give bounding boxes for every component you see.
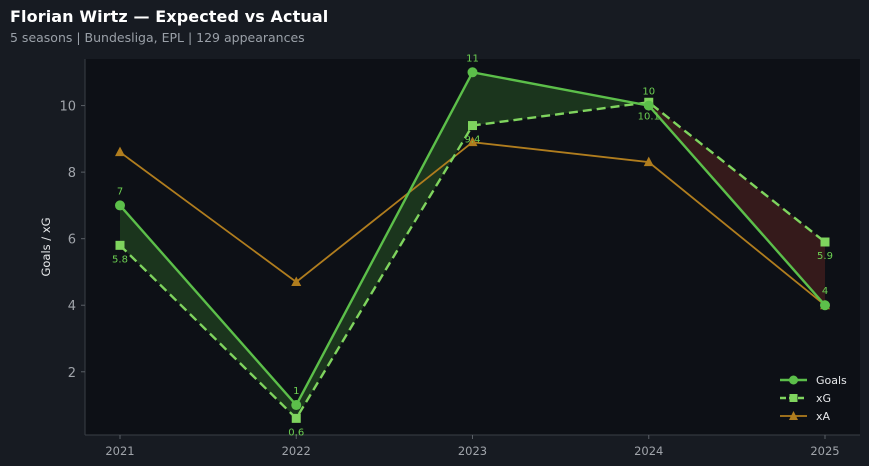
x-tick-label: 2025 xyxy=(810,444,839,458)
xa-marker xyxy=(643,156,654,167)
xg-data-label: 5.9 xyxy=(817,251,833,262)
xg-data-label: 10.1 xyxy=(638,111,660,122)
chart-subtitle: 5 seasons | Bundesliga, EPL | 129 appear… xyxy=(10,30,305,45)
goals-data-label: 1 xyxy=(293,386,299,397)
y-tick-label: 6 xyxy=(68,233,76,248)
legend-marker-xa xyxy=(789,411,798,420)
xg-data-label: 0.6 xyxy=(288,427,304,438)
legend: Goals xG xA xyxy=(780,374,847,423)
xa-marker xyxy=(467,136,478,147)
xg-marker xyxy=(468,121,477,131)
y-axis-label: Goals / xG xyxy=(39,217,53,276)
x-tick-label: 2022 xyxy=(282,444,311,458)
xa-marker xyxy=(291,276,302,286)
xa-marker xyxy=(115,146,125,157)
overperformance-area xyxy=(120,205,297,419)
legend-marker-goals xyxy=(789,375,798,385)
x-tick-label: 2023 xyxy=(458,444,487,458)
xg-data-label: 9.4 xyxy=(465,135,481,146)
goals-data-label: 11 xyxy=(466,53,479,64)
xg-marker xyxy=(820,237,830,247)
y-tick-label: 8 xyxy=(68,166,76,181)
x-tick-label: 2024 xyxy=(634,444,663,458)
overperformance-area xyxy=(472,72,639,126)
goals-marker xyxy=(115,200,125,211)
xg-marker xyxy=(115,240,125,250)
goals-marker xyxy=(291,400,302,411)
chart-title: Florian Wirtz — Expected vs Actual xyxy=(10,7,329,26)
y-tick-label: 4 xyxy=(68,299,76,314)
goals-data-label: 7 xyxy=(117,186,123,197)
xg-data-label: 5.8 xyxy=(112,254,128,265)
goals-marker xyxy=(643,100,654,111)
legend-marker-xg xyxy=(789,394,798,402)
goals-data-label: 10 xyxy=(642,87,655,98)
y-tick-label: 10 xyxy=(59,100,76,115)
legend-label-xa: xA xyxy=(816,410,831,423)
y-tick-label: 2 xyxy=(68,366,76,381)
legend-label-xg: xG xyxy=(816,392,831,405)
x-tick-label: 2021 xyxy=(105,444,134,458)
goals-marker xyxy=(467,67,478,78)
goals-data-label: 4 xyxy=(822,286,828,297)
legend-label-goals: Goals xyxy=(816,374,847,387)
xg-marker xyxy=(291,413,301,423)
goals-marker xyxy=(820,300,830,311)
overperformance-area xyxy=(296,72,473,419)
